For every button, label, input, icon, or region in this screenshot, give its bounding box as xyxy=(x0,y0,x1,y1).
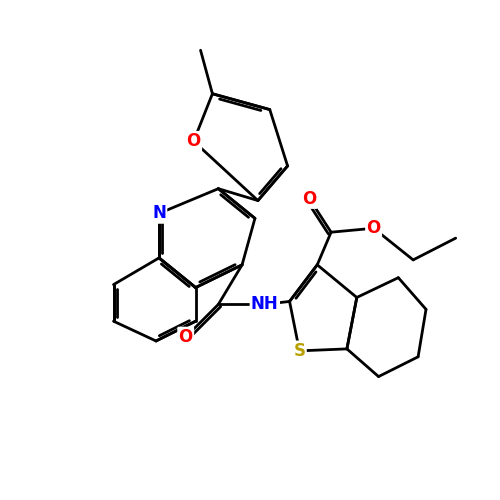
Text: O: O xyxy=(302,190,316,208)
Text: NH: NH xyxy=(251,296,278,314)
Text: N: N xyxy=(152,204,166,222)
Text: O: O xyxy=(366,219,380,237)
Text: O: O xyxy=(186,132,201,150)
Text: O: O xyxy=(178,328,193,346)
Text: S: S xyxy=(294,342,306,360)
